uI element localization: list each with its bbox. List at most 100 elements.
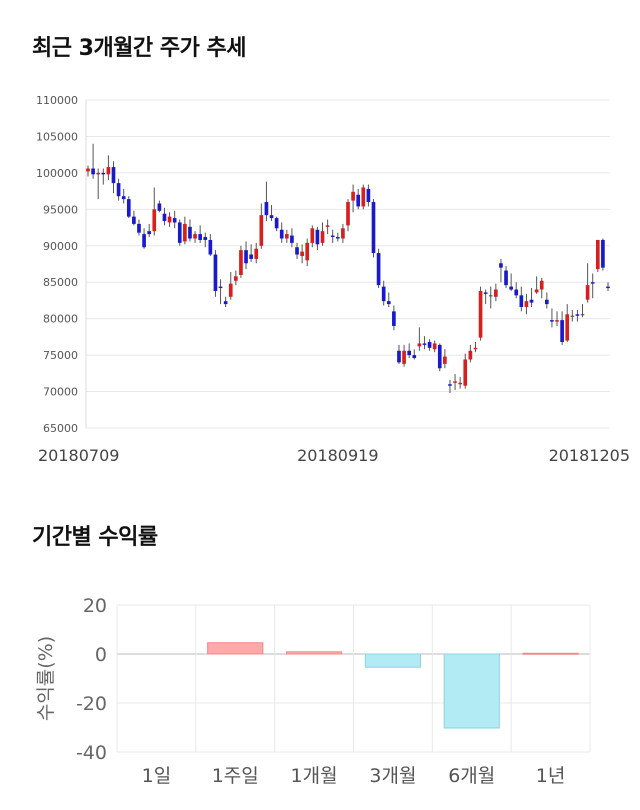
candle bbox=[132, 210, 136, 226]
returns-x-tick-label: 6개월 bbox=[448, 765, 495, 787]
candle-body bbox=[499, 263, 503, 268]
candle bbox=[188, 219, 192, 242]
candle-body bbox=[142, 234, 146, 248]
returns-bar bbox=[207, 642, 264, 655]
candle bbox=[565, 304, 570, 342]
returns-chart-title: 기간별 수익률 bbox=[32, 525, 158, 550]
candle bbox=[601, 238, 605, 271]
candle bbox=[519, 286, 524, 312]
price-y-tick-label: 65000 bbox=[43, 422, 78, 435]
candle-body bbox=[91, 168, 95, 175]
candle bbox=[361, 184, 366, 210]
candle-body bbox=[488, 295, 493, 297]
candle bbox=[279, 222, 284, 243]
candle bbox=[371, 199, 376, 258]
candle-body bbox=[121, 196, 126, 200]
candle-body bbox=[534, 289, 539, 293]
candle-body bbox=[356, 194, 361, 207]
candle bbox=[96, 168, 101, 200]
candle-body bbox=[595, 239, 600, 270]
candle-body bbox=[101, 172, 106, 175]
candle bbox=[295, 242, 299, 259]
candle-body bbox=[223, 301, 228, 305]
returns-bar bbox=[443, 653, 500, 729]
candle-body bbox=[392, 311, 396, 326]
candle-body bbox=[529, 299, 534, 303]
candle-body bbox=[427, 341, 432, 348]
candle-body bbox=[565, 314, 570, 341]
candle bbox=[386, 292, 391, 308]
candle-body bbox=[183, 223, 187, 242]
candle bbox=[121, 188, 126, 204]
candle bbox=[550, 308, 554, 328]
candle-body bbox=[351, 191, 355, 201]
candle bbox=[412, 349, 417, 360]
candle bbox=[274, 216, 279, 232]
candle bbox=[203, 232, 208, 248]
candle bbox=[106, 155, 111, 181]
candle bbox=[335, 232, 340, 242]
candle bbox=[305, 238, 310, 267]
candle bbox=[575, 309, 580, 322]
candle-body bbox=[504, 270, 508, 286]
candle-body bbox=[386, 301, 391, 305]
returns-bar bbox=[364, 653, 422, 668]
candle-body bbox=[295, 247, 299, 255]
candle bbox=[544, 292, 549, 309]
candle-body bbox=[193, 234, 197, 239]
price-y-tick-label: 80000 bbox=[43, 313, 78, 326]
candle-body bbox=[177, 222, 182, 243]
candle-body bbox=[407, 350, 412, 356]
price-y-tick-label: 110000 bbox=[36, 94, 78, 107]
candle bbox=[427, 339, 432, 351]
candle-body bbox=[315, 229, 320, 245]
candle-body bbox=[96, 172, 101, 175]
candle bbox=[239, 245, 243, 278]
candle-body bbox=[228, 283, 233, 297]
candle bbox=[366, 184, 371, 207]
candle-body bbox=[167, 216, 172, 223]
candle-body bbox=[111, 167, 116, 184]
price-y-tick-label: 75000 bbox=[43, 349, 78, 362]
candle-body bbox=[244, 250, 248, 264]
returns-bar bbox=[285, 651, 343, 655]
candle-body bbox=[376, 253, 381, 286]
candle bbox=[264, 181, 269, 221]
candle bbox=[504, 266, 508, 289]
candle-body bbox=[239, 250, 243, 275]
candle-body bbox=[218, 286, 223, 289]
candlestick-chart: 110000 105000 100000 95000 90000 85000 80000 75… bbox=[36, 94, 630, 465]
candle bbox=[320, 222, 325, 246]
candle bbox=[422, 336, 427, 350]
candle-body bbox=[494, 289, 498, 297]
candle bbox=[208, 234, 213, 256]
candle bbox=[193, 231, 197, 243]
candle-body bbox=[213, 254, 218, 291]
candle bbox=[381, 280, 386, 306]
candle bbox=[341, 223, 345, 243]
candle bbox=[468, 344, 473, 363]
candle bbox=[432, 340, 437, 353]
candle bbox=[111, 161, 116, 194]
candle bbox=[494, 283, 498, 302]
candle-body bbox=[560, 320, 564, 342]
candle-body bbox=[116, 183, 121, 197]
candle bbox=[478, 286, 483, 341]
candle-body bbox=[162, 213, 167, 221]
candle bbox=[524, 293, 529, 315]
candle-body bbox=[575, 314, 580, 316]
candle-body bbox=[601, 239, 605, 268]
candle-body bbox=[254, 248, 259, 259]
candle bbox=[269, 204, 274, 221]
candle-body bbox=[437, 344, 442, 369]
candle-body bbox=[412, 355, 417, 359]
candle-body bbox=[590, 282, 595, 284]
candle bbox=[223, 296, 228, 308]
candle bbox=[509, 273, 513, 291]
candle bbox=[397, 344, 401, 364]
candle bbox=[473, 341, 478, 353]
candle-body bbox=[524, 301, 529, 308]
candle bbox=[325, 219, 330, 235]
candle-body bbox=[259, 215, 264, 246]
price-x-tick-label: 20180919 bbox=[297, 446, 378, 465]
